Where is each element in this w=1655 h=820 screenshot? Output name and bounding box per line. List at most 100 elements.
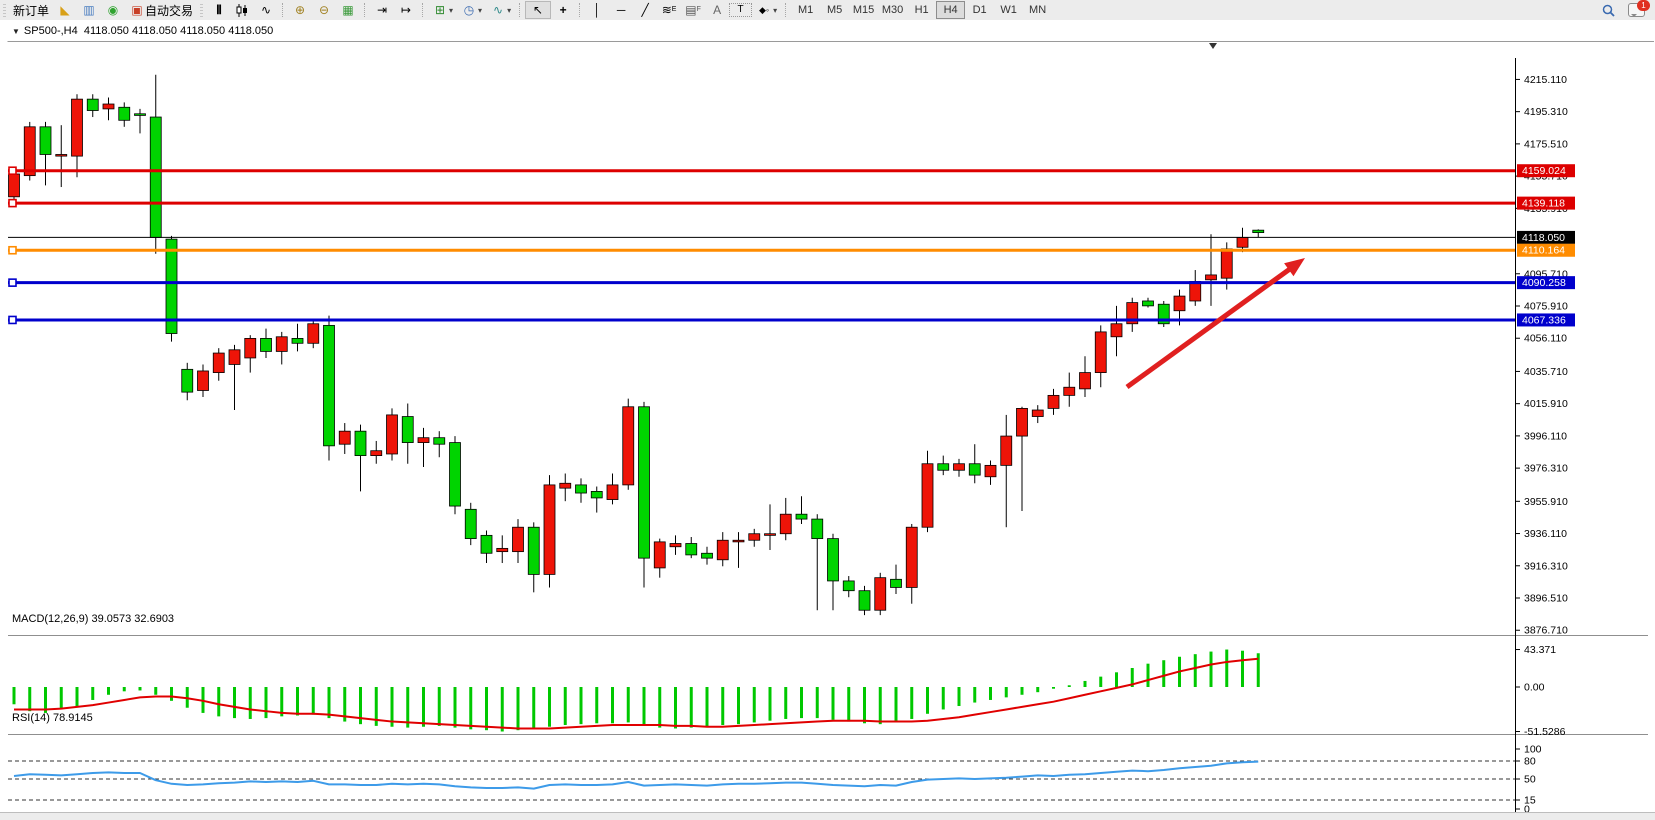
chat-button[interactable]: 1 xyxy=(1624,0,1650,19)
timeframe-button-mn[interactable]: MN xyxy=(1029,4,1047,16)
candle xyxy=(543,475,556,588)
autotrade-label: 自动交易 xyxy=(145,3,194,18)
chart-area[interactable]: 4215.1104195.3104175.5104155.7104135.910… xyxy=(0,20,1655,819)
status-strip xyxy=(0,812,1655,820)
equidistant-channel-icon[interactable]: ≋ E xyxy=(661,3,677,17)
new-order-button[interactable]: 新订单 xyxy=(13,3,50,18)
line-handle[interactable] xyxy=(8,245,17,255)
candle xyxy=(638,401,650,588)
timeframe-button-w1[interactable]: W1 xyxy=(1000,4,1017,16)
funnel-icon[interactable]: ◣ xyxy=(60,3,70,17)
candle xyxy=(559,473,572,502)
candle xyxy=(701,546,713,565)
crosshair-icon[interactable]: + xyxy=(559,3,567,17)
toolbar-drag-handle[interactable] xyxy=(3,3,6,17)
cursor-icon[interactable]: ↖ xyxy=(525,1,552,19)
trend-arrow[interactable] xyxy=(1125,258,1305,390)
chart-collapse-arrow[interactable]: ▼ xyxy=(12,27,20,36)
candle xyxy=(338,423,351,454)
line-handle[interactable] xyxy=(8,315,17,325)
candle xyxy=(417,427,430,467)
chart-shift-marker[interactable] xyxy=(1209,43,1217,49)
line-chart-icon[interactable]: ∿ xyxy=(261,3,272,17)
period-button[interactable]: ◷ ▾ xyxy=(457,1,486,19)
zoom-out-icon[interactable]: ⊖ xyxy=(319,3,330,17)
candle xyxy=(197,364,209,398)
candle xyxy=(102,97,115,121)
price-badge-4067.336: 4067.336 xyxy=(1517,313,1575,327)
candle xyxy=(212,348,225,381)
chevron-down-icon: ▾ xyxy=(507,5,512,15)
macd-signal-line xyxy=(14,657,1259,730)
chart-title: ▼ SP500-,H4 4118.050 4118.050 4118.050 41… xyxy=(12,25,273,37)
candle xyxy=(181,362,194,401)
text-icon[interactable]: A xyxy=(713,3,722,17)
candle xyxy=(732,532,745,568)
price-tick-label: 3936.110 xyxy=(1524,528,1567,540)
tile-windows-icon[interactable]: ▦ xyxy=(342,3,354,17)
candle xyxy=(449,436,461,515)
candle xyxy=(1157,300,1170,328)
price-badge-4110.164: 4110.164 xyxy=(1517,243,1575,257)
svg-text:4110.164: 4110.164 xyxy=(1522,245,1565,257)
candle xyxy=(795,496,808,524)
horizontal-line-icon[interactable]: ─ xyxy=(616,3,626,17)
timeframe-button-m30[interactable]: M30 xyxy=(881,4,904,16)
price-tick-label: 4215.110 xyxy=(1524,74,1567,86)
chart-symbol-period: SP500-,H4 xyxy=(23,25,78,37)
timeframe-button-m15[interactable]: M15 xyxy=(852,4,875,16)
text-label-icon[interactable]: T xyxy=(729,3,753,17)
fibonacci-icon[interactable]: ▤ F xyxy=(685,3,701,17)
candle xyxy=(480,530,493,564)
bar-chart-icon[interactable]: ⫴ xyxy=(216,3,222,17)
candle xyxy=(71,94,83,178)
terminal-icon[interactable]: ▥ xyxy=(83,3,95,17)
line-handle[interactable] xyxy=(8,198,17,208)
zoom-in-icon[interactable]: ⊕ xyxy=(295,3,306,17)
autotrade-button[interactable]: ▣ 自动交易 xyxy=(125,1,197,19)
new-chart-button[interactable]: ⊞ ▾ xyxy=(428,1,457,19)
timeframe-button-h1[interactable]: H1 xyxy=(914,4,929,16)
search-icon[interactable] xyxy=(1596,2,1620,18)
line-handle[interactable] xyxy=(8,166,17,176)
timeframe-button-d1[interactable]: D1 xyxy=(972,4,987,16)
chart-shift-icon[interactable]: ↦ xyxy=(401,3,412,17)
price-tick-label: 4175.510 xyxy=(1524,138,1568,150)
trendline-icon[interactable]: ╱ xyxy=(641,3,649,17)
line-handle[interactable] xyxy=(8,278,17,287)
toolbar-drag-handle[interactable] xyxy=(200,3,204,17)
chevron-down-icon: ▾ xyxy=(449,5,454,15)
toolbar-separator xyxy=(422,3,424,17)
rsi-tick-label: 80 xyxy=(1524,756,1536,768)
price-badge-4139.118: 4139.118 xyxy=(1517,196,1575,210)
shapes-button[interactable]: ◆◦ ▾ xyxy=(752,1,781,19)
candle xyxy=(1031,405,1044,424)
vertical-line-icon[interactable]: │ xyxy=(593,3,601,17)
price-tick-label: 3876.710 xyxy=(1524,625,1568,637)
candle xyxy=(118,102,131,127)
candle xyxy=(55,125,68,188)
candle xyxy=(149,74,162,254)
indicators-button[interactable]: ∿ ▾ xyxy=(486,1,515,19)
candle xyxy=(433,431,446,458)
macd-tick-label: 43.371 xyxy=(1524,644,1556,656)
timeframe-button-h4[interactable]: H4 xyxy=(936,1,966,19)
candlestick-chart-icon[interactable] xyxy=(230,2,254,18)
chart-canvas[interactable]: 4215.1104195.3104175.5104155.7104135.910… xyxy=(0,40,1655,820)
price-tick-label: 3916.310 xyxy=(1524,560,1568,572)
svg-text:4159.024: 4159.024 xyxy=(1522,165,1566,177)
macd-tick-label: -51.5286 xyxy=(1524,726,1566,738)
signal-icon[interactable]: ◉ xyxy=(107,3,119,17)
candle xyxy=(1142,297,1154,308)
candle xyxy=(921,450,934,533)
candle xyxy=(779,497,792,541)
rsi-line xyxy=(13,760,1259,790)
timeframe-button-m5[interactable]: M5 xyxy=(826,4,843,16)
timeframe-button-m1[interactable]: M1 xyxy=(797,4,814,16)
candle xyxy=(937,455,950,476)
chevron-down-icon: ▾ xyxy=(773,5,778,15)
candle xyxy=(134,108,146,134)
auto-scroll-icon[interactable]: ⇥ xyxy=(377,3,388,17)
candle xyxy=(984,460,997,485)
candle xyxy=(842,576,855,598)
